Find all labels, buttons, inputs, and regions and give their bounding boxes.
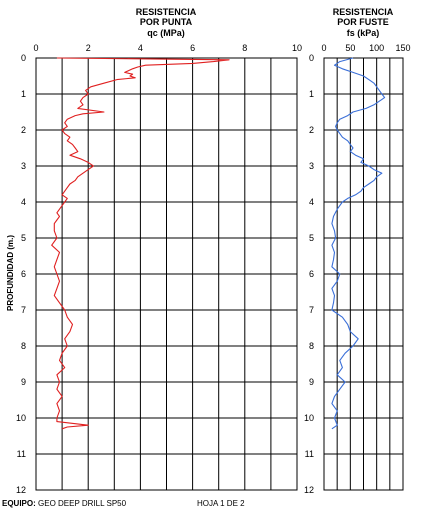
fs-title-line-1: RESISTENCIA (333, 7, 394, 17)
fs-y-tick-label: 4 (309, 197, 314, 207)
qc-y-tick-label: 10 (16, 413, 26, 423)
qc-x-tick-labels: 0 2 4 6 8 10 (33, 43, 302, 53)
qc-grid (35, 57, 298, 491)
fs-x-tick-label: 100 (369, 43, 384, 53)
qc-y-tick-label: 3 (21, 161, 26, 171)
qc-y-tick-label: 1 (21, 89, 26, 99)
qc-y-tick-label: 12 (16, 485, 26, 495)
qc-plot-frame (35, 57, 298, 491)
fs-y-tick-label: 6 (309, 269, 314, 279)
fs-x-tick-labels: 0 50 100 150 (321, 43, 410, 53)
fs-panel: RESISTENCIA POR FUSTE fs (kPa) 0 50 100 150… (304, 7, 411, 495)
qc-x-tick-label: 2 (86, 43, 91, 53)
qc-y-tick-label: 4 (21, 197, 26, 207)
footer-sheet: HOJA 1 DE 2 (197, 499, 245, 508)
qc-x-tick-label: 8 (242, 43, 247, 53)
qc-x-tick-label: 0 (33, 43, 38, 53)
fs-title-line-2: POR FUSTE (337, 17, 389, 27)
qc-y-tick-label: 0 (21, 53, 26, 63)
fs-y-tick-label: 11 (305, 449, 314, 459)
fs-series (331, 57, 386, 430)
qc-y-tick-label: 6 (21, 269, 26, 279)
qc-panel: RESISTENCIA POR PUNTA qc (MPa) 0 2 4 6 8 10 0… (16, 7, 302, 495)
fs-grid (323, 57, 404, 491)
qc-y-tick-label: 7 (21, 305, 26, 315)
fs-y-tick-label: 0 (309, 53, 314, 63)
fs-axis-label: fs (kPa) (347, 28, 380, 38)
footer-equipment-label: EQUIPO: (2, 499, 36, 508)
qc-x-tick-label: 10 (292, 43, 302, 53)
fs-y-tick-label: 2 (309, 125, 314, 135)
fs-y-tick-label: 1 (309, 89, 314, 99)
fs-y-tick-label: 7 (309, 305, 314, 315)
qc-title-line-1: RESISTENCIA (136, 7, 197, 17)
qc-y-tick-label: 11 (17, 449, 26, 459)
depth-axis-label: PROFUNDIDAD (m.) (6, 235, 15, 311)
fs-y-tick-label: 8 (309, 341, 314, 351)
footer-equipment: EQUIPO: GEO DEEP DRILL SP50 (2, 499, 126, 508)
qc-series-line (51, 57, 230, 430)
qc-y-tick-label: 9 (21, 377, 26, 387)
fs-y-tick-label: 5 (309, 233, 314, 243)
qc-y-tick-label: 8 (21, 341, 26, 351)
fs-x-tick-label: 150 (395, 43, 410, 53)
qc-series (51, 57, 230, 430)
footer-equipment-value: GEO DEEP DRILL SP50 (38, 499, 127, 508)
fs-x-tick-label: 50 (345, 43, 355, 53)
qc-title-line-2: POR PUNTA (140, 17, 193, 27)
qc-x-tick-label: 6 (190, 43, 195, 53)
fs-y-tick-label: 12 (304, 485, 314, 495)
fs-y-tick-label: 10 (304, 413, 314, 423)
qc-axis-label: qc (MPa) (147, 28, 185, 38)
fs-y-tick-label: 9 (309, 377, 314, 387)
fs-x-tick-label: 0 (321, 43, 326, 53)
qc-x-tick-label: 4 (138, 43, 143, 53)
qc-y-tick-label: 2 (21, 125, 26, 135)
qc-y-tick-label: 5 (21, 233, 26, 243)
fs-series-line (331, 57, 386, 430)
fs-plot-frame (323, 57, 404, 491)
fs-y-tick-label: 3 (309, 161, 314, 171)
